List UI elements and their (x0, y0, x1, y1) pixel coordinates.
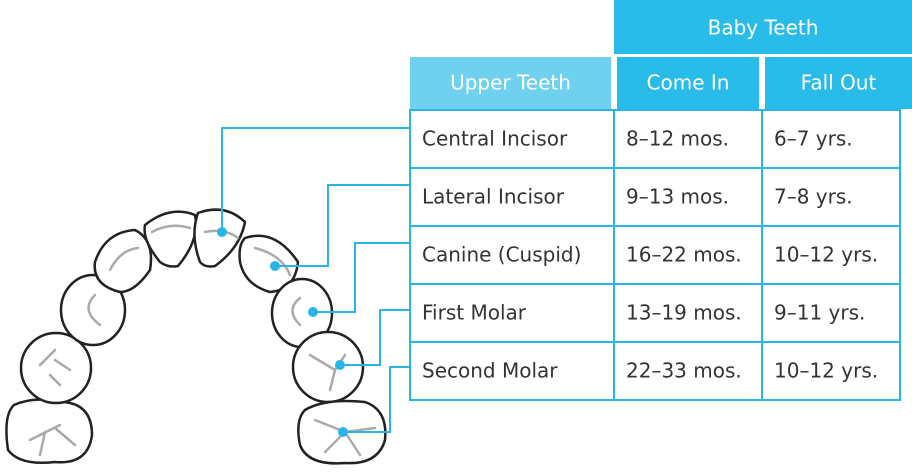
cell-text: 10–12 yrs. (774, 359, 878, 383)
table: Baby Teeth Upper Teeth Come In Fall Out Cent… (409, 0, 912, 401)
column-header-text: Come In (647, 71, 730, 95)
cell-text: 13–19 mos. (626, 301, 742, 325)
table-cell (761, 341, 901, 401)
column-header (617, 57, 759, 109)
cell-text: 10–12 yrs. (774, 243, 878, 267)
table-cell (409, 283, 615, 343)
cell-text: 8–12 mos. (626, 127, 729, 151)
table-cell (613, 283, 763, 343)
cell-text: 16–22 mos. (626, 243, 742, 267)
table-cell (409, 167, 615, 227)
column-header (765, 57, 912, 109)
table-cell (613, 167, 763, 227)
cell-text: 6–7 yrs. (774, 127, 853, 151)
group-header (614, 0, 912, 54)
cell-text: Canine (Cuspid) (422, 243, 581, 267)
table-cell (409, 341, 615, 401)
cell-text: Central Incisor (422, 127, 568, 151)
cell-text: First Molar (422, 301, 527, 325)
cell-text: 9–13 mos. (626, 185, 729, 209)
table-cell (409, 225, 615, 285)
cell-text: 22–33 mos. (626, 359, 742, 383)
cell-text: Second Molar (422, 359, 558, 383)
table-cell (761, 109, 901, 169)
table-cell (409, 109, 615, 169)
column-header-text: Upper Teeth (450, 71, 571, 95)
table-cell (613, 341, 763, 401)
table-cell (613, 109, 763, 169)
table-cell (761, 283, 901, 343)
cell-text: 9–11 yrs. (774, 301, 865, 325)
group-header-text: Baby Teeth (708, 16, 819, 40)
cell-text: Lateral Incisor (422, 185, 565, 209)
table-cell (761, 167, 901, 227)
column-header (410, 57, 611, 109)
cell-text: 7–8 yrs. (774, 185, 853, 209)
connectors (217, 127, 410, 437)
column-header-text: Fall Out (801, 71, 877, 95)
